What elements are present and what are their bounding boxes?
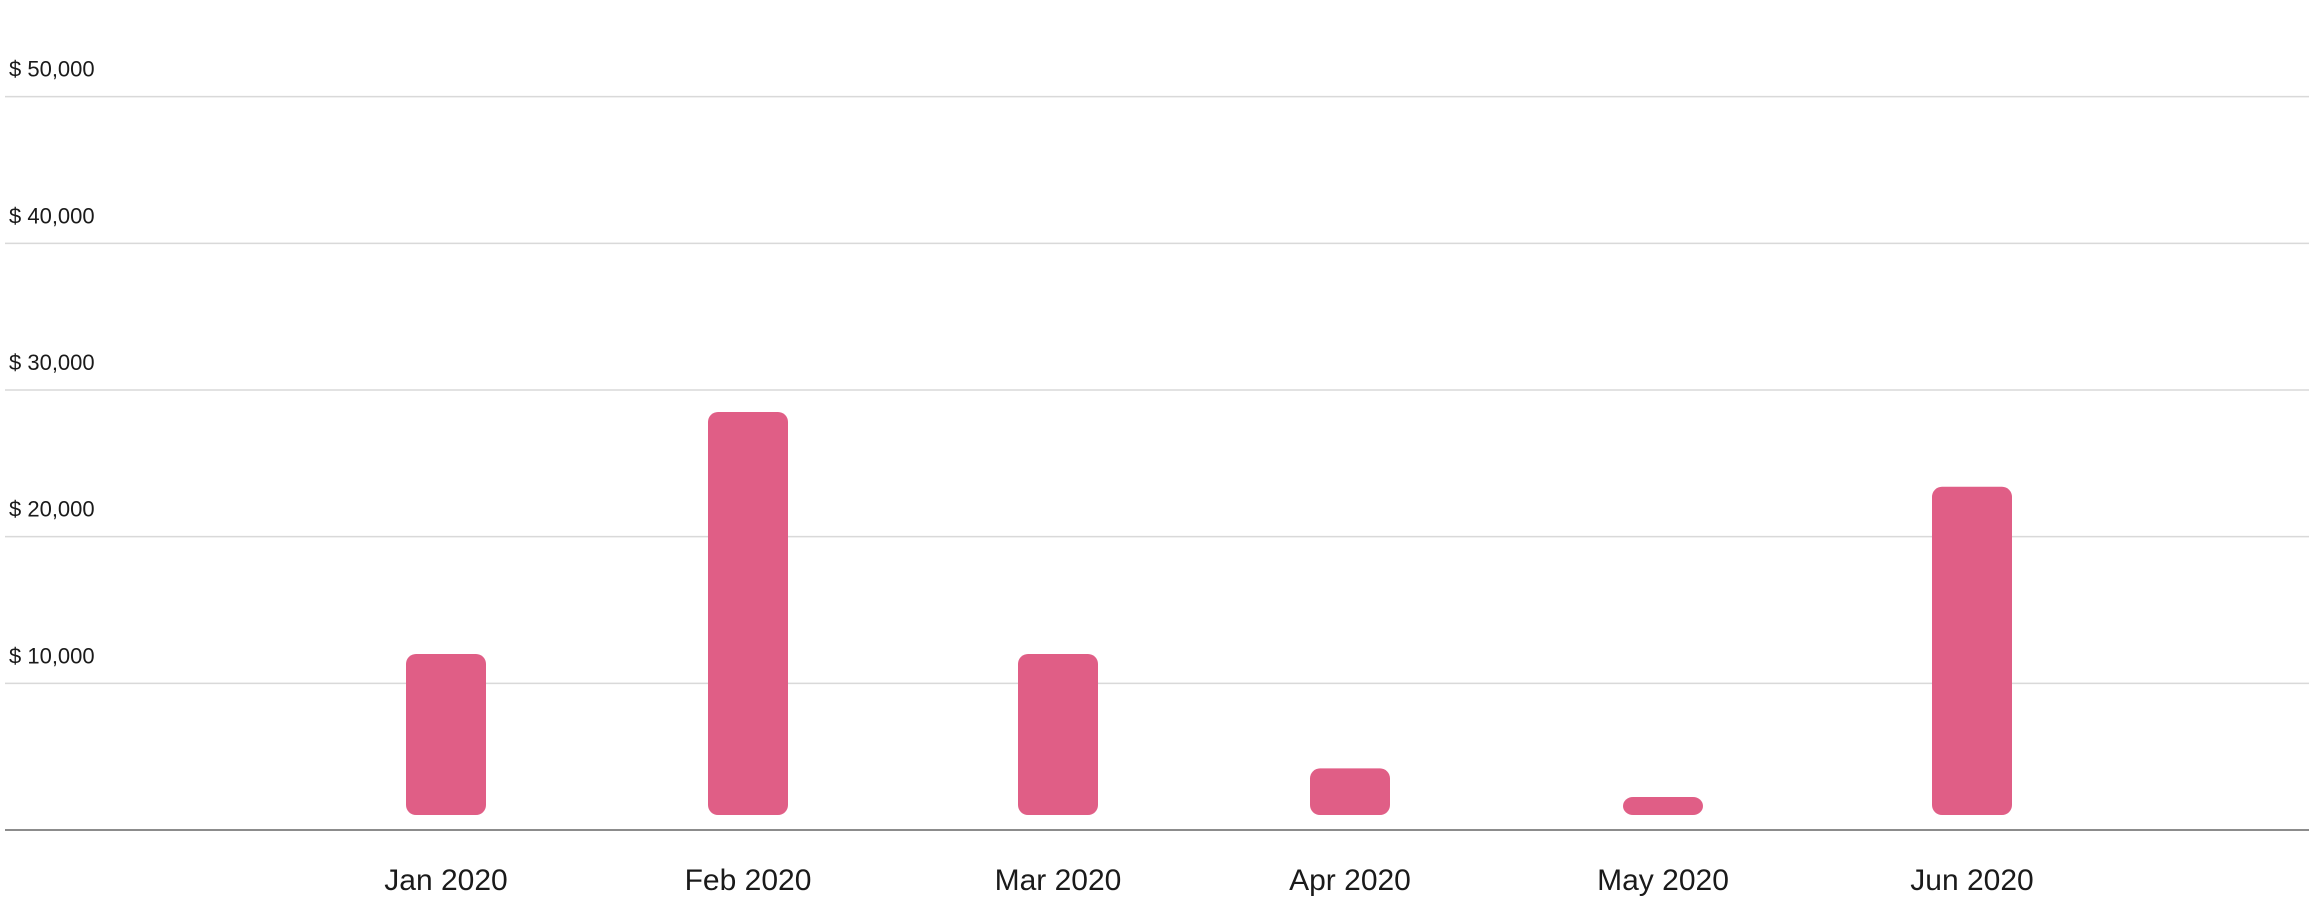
x-tick-label: Jan 2020 bbox=[384, 864, 507, 897]
grid-lines bbox=[5, 95, 2309, 685]
x-tick-label: Feb 2020 bbox=[685, 864, 812, 897]
y-tick-label: $ 10,000 bbox=[9, 643, 95, 668]
y-tick-label: $ 50,000 bbox=[9, 57, 95, 82]
bar bbox=[1623, 797, 1703, 815]
bar bbox=[708, 412, 788, 815]
x-axis-tick-labels: Jan 2020 Feb 2020 Mar 2020 Apr 2020 May 2020… bbox=[384, 864, 2033, 897]
y-tick-label: $ 20,000 bbox=[9, 497, 95, 522]
x-tick-label: Mar 2020 bbox=[995, 864, 1122, 897]
y-tick-label: $ 30,000 bbox=[9, 350, 95, 375]
x-tick-label: Jun 2020 bbox=[1910, 864, 2033, 897]
y-axis-tick-labels: $ 10,000 $ 20,000 $ 30,000 $ 40,000 $ 50,000 bbox=[9, 57, 95, 669]
x-tick-label: Apr 2020 bbox=[1289, 864, 1411, 897]
bar bbox=[1310, 768, 1390, 815]
y-tick-label: $ 40,000 bbox=[9, 203, 95, 228]
x-tick-label: May 2020 bbox=[1597, 864, 1729, 897]
bars bbox=[406, 412, 2012, 815]
bar bbox=[1932, 486, 2012, 815]
bar bbox=[1018, 654, 1098, 815]
bar bbox=[406, 654, 486, 815]
